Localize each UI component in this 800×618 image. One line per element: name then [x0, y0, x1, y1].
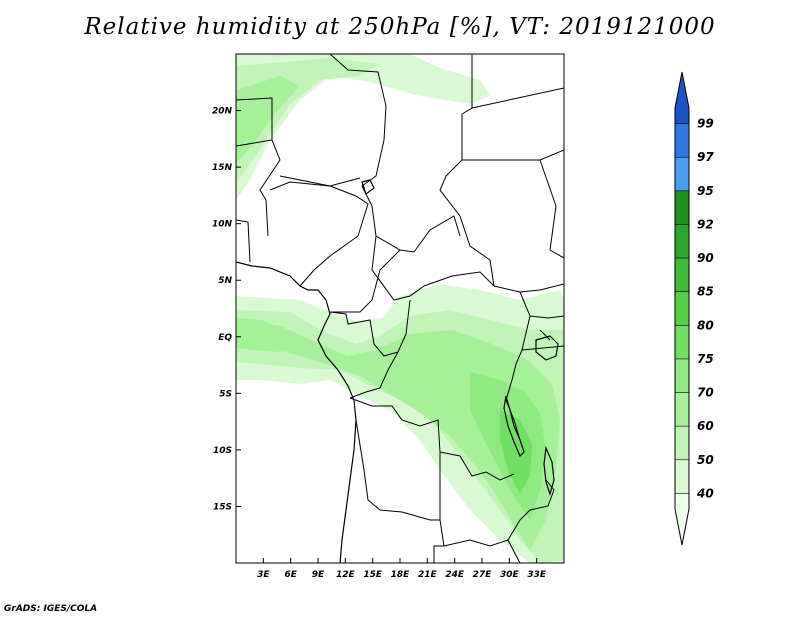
- colorbar-label: 95: [697, 184, 714, 198]
- border-southeast: [443, 479, 555, 563]
- colorbar-swatch: [675, 72, 689, 124]
- lat-tick-label: 5S: [219, 389, 232, 399]
- lon-tick-label: 18E: [391, 570, 411, 580]
- map-title: Relative humidity at 250hPa [%], VT: 201…: [84, 14, 716, 40]
- colorbar-label: 70: [697, 386, 714, 400]
- lat-tick-label: EQ: [218, 333, 232, 343]
- border-drc: [349, 397, 515, 481]
- grads-credit: GrADS: IGES/COLA: [4, 604, 98, 614]
- colorbar-swatch: [675, 157, 689, 191]
- lon-tick-label: 6E: [284, 570, 297, 580]
- lat-tick-label: 15S: [213, 502, 232, 512]
- colorbar: 40 50 60 70 75 80 85 90 92 95 97 99: [674, 71, 714, 546]
- lat-tick-label: 5N: [218, 276, 232, 286]
- colorbar-label: 75: [697, 352, 714, 366]
- border-chad: [439, 54, 495, 287]
- colorbar-label: 90: [697, 251, 714, 265]
- humidity-region-east-core: [500, 410, 532, 494]
- lon-tick-label: 9E: [312, 570, 325, 580]
- border-east-africa: [505, 291, 564, 441]
- lon-tick-label: 30E: [500, 570, 520, 580]
- colorbar-label: 80: [697, 318, 714, 332]
- colorbar-label: 85: [697, 285, 714, 299]
- lat-tick-label: 10N: [212, 220, 233, 230]
- colorbar-swatch: [675, 258, 689, 292]
- lon-tick-label: 24E: [445, 570, 465, 580]
- colorbar-swatch: [675, 493, 689, 545]
- lon-tick-label: 15E: [363, 570, 383, 580]
- latitude-axis: 20N 15N 10N 5N EQ 5S 10S 15S: [212, 107, 241, 512]
- country-borders: [236, 54, 564, 563]
- colorbar-label: 40: [696, 486, 714, 500]
- border-sudan: [462, 87, 564, 259]
- lon-tick-label: 33E: [527, 570, 547, 580]
- lat-tick-label: 20N: [212, 107, 233, 117]
- humidity-region-atlantic: [236, 318, 300, 352]
- lat-tick-label: 15N: [212, 163, 233, 173]
- colorbar-label: 50: [697, 453, 714, 467]
- humidity-region-northwest-core: [236, 76, 300, 162]
- coastline-west: [236, 261, 357, 563]
- colorbar-outline: [674, 71, 690, 546]
- border-cameroon: [330, 215, 461, 313]
- colorbar-swatch: [675, 123, 689, 158]
- lon-tick-label: 27E: [473, 570, 493, 580]
- humidity-shading: [236, 54, 564, 563]
- lon-tick-label: 21E: [418, 570, 438, 580]
- colorbar-label: 92: [697, 217, 714, 231]
- longitude-axis: 3E 6E 9E 12E 15E 18E 21E 24E 27E 30E 33E: [257, 558, 547, 580]
- colorbar-swatch: [675, 224, 689, 259]
- lake-malawi: [543, 445, 555, 497]
- colorbar-label: 60: [697, 419, 714, 433]
- colorbar-swatch: [675, 392, 689, 427]
- lat-tick-label: 10S: [213, 446, 232, 456]
- colorbar-swatch: [675, 291, 689, 326]
- colorbar-swatch: [675, 426, 689, 460]
- lake-tanganyika: [503, 395, 525, 458]
- colorbar-swatch: [675, 190, 689, 225]
- border-congo: [329, 299, 411, 399]
- border-nigeria: [269, 181, 369, 287]
- lon-tick-label: 3E: [257, 570, 270, 580]
- colorbar-label: 99: [697, 117, 714, 131]
- colorbar-swatch: [675, 459, 689, 494]
- lake-victoria: [535, 335, 559, 361]
- border-sahel: [236, 97, 361, 263]
- colorbar-swatch: [675, 358, 689, 393]
- colorbar-swatch: [675, 325, 689, 359]
- colorbar-label: 97: [697, 150, 714, 164]
- border-angola: [355, 419, 445, 563]
- lon-tick-label: 12E: [336, 570, 356, 580]
- lake-chad: [361, 179, 375, 195]
